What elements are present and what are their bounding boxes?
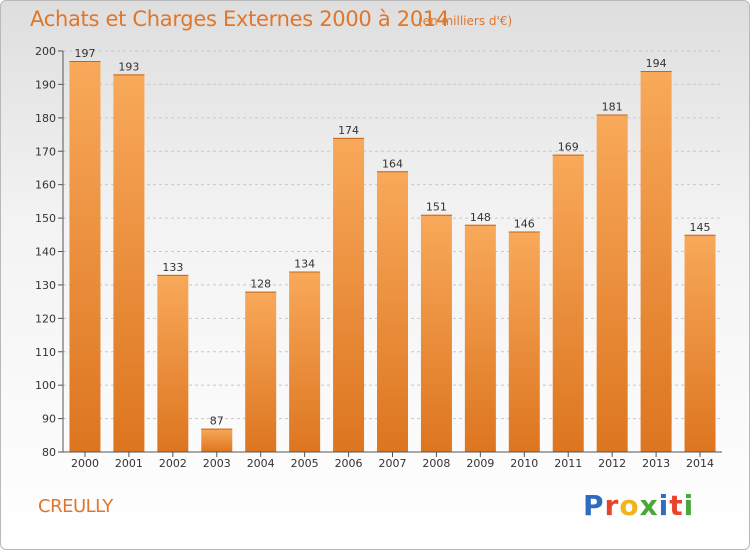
y-tick-label: 110 [35,346,56,359]
axes [58,50,722,457]
x-tick-label-2004: 2004 [247,457,275,470]
logo-letter: r [604,489,620,522]
bar-2005 [289,271,321,452]
y-tick-label: 90 [42,413,56,426]
x-tick-label-2007: 2007 [379,457,407,470]
y-tick-label: 100 [35,379,56,392]
logo-letter: t [669,489,684,522]
y-tick-label: 140 [35,246,56,259]
bar-2010 [508,231,540,452]
bar-2008 [420,214,452,452]
proxiti-logo[interactable]: Proxiti [583,489,694,522]
bar-2009 [464,224,496,452]
value-label-2012: 181 [602,100,623,113]
value-label-2003: 87 [210,415,224,428]
logo-letter: o [619,489,640,522]
value-label-2005: 134 [294,258,315,271]
bar-2001 [113,74,145,453]
x-tick-label-2000: 2000 [71,457,99,470]
bar-2011 [552,154,584,452]
y-tick-label: 190 [35,78,56,91]
x-tick-label-2014: 2014 [686,457,714,470]
place-name: CREULLY [38,496,113,517]
value-label-2009: 148 [470,211,491,224]
x-tick-label-2001: 2001 [115,457,143,470]
chart-subtitle: (en milliers d'€) [418,14,513,28]
logo-letter: i [683,489,695,522]
y-tick-label: 150 [35,212,56,225]
value-label-2014: 145 [690,221,711,234]
y-tick-label: 120 [35,312,56,325]
value-label-2001: 193 [118,60,139,73]
x-tick-label-2002: 2002 [159,457,187,470]
bar-2007 [377,171,408,453]
y-tick-label: 180 [35,112,56,125]
bar-2000 [69,61,101,453]
bar-2014 [684,234,716,452]
labels: 80 90 100 110 120 130 140 150 160 170 180 190 200 197… [35,45,714,470]
value-label-2008: 151 [426,201,447,214]
x-tick-label-2011: 2011 [554,457,582,470]
x-tick-label-2012: 2012 [598,457,626,470]
x-tick-label-2005: 2005 [291,457,319,470]
y-tick-label: 80 [42,446,56,459]
x-tick-label-2013: 2013 [642,457,670,470]
bar-2006 [333,137,365,452]
bar-2002 [157,274,189,452]
x-tick-label-2008: 2008 [422,457,450,470]
bar-2013 [640,71,672,453]
value-label-2011: 169 [558,141,579,154]
x-tick-label-2003: 2003 [203,457,231,470]
bar-2012 [596,114,628,452]
value-label-2004: 128 [250,278,271,291]
y-tick-label: 170 [35,145,56,158]
logo-letter: x [639,489,659,522]
x-tick-label-2010: 2010 [510,457,538,470]
x-tick-label-2009: 2009 [466,457,494,470]
bar-2004 [245,291,277,452]
value-label-2010: 146 [514,217,535,230]
logo-letter: i [658,489,670,522]
bar-2003 [201,428,233,452]
value-label-2006: 174 [338,124,359,137]
chart-title: Achats et Charges Externes 2000 à 2014 [30,7,450,31]
logo-letter: P [583,489,605,522]
value-label-2007: 164 [382,157,403,170]
y-tick-label: 130 [35,279,56,292]
value-label-2000: 197 [74,47,95,60]
value-label-2002: 133 [162,261,183,274]
y-tick-label: 160 [35,179,56,192]
x-tick-label-2006: 2006 [335,457,363,470]
bars [69,61,716,453]
value-label-2013: 194 [646,57,667,70]
y-tick-label: 200 [35,45,56,58]
